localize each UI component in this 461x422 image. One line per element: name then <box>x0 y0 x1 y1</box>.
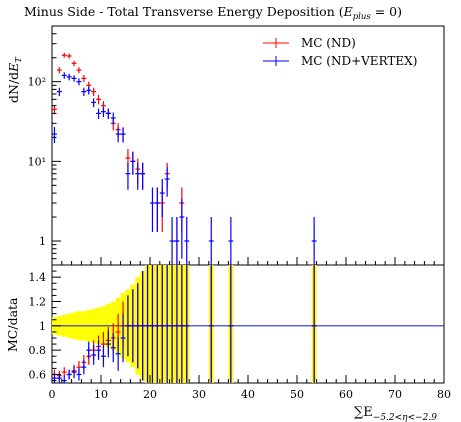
upper-mc-nd-vertex-series <box>52 72 317 265</box>
lower-data-layer <box>52 265 317 383</box>
lower-y-tick-label-3: 1.2 <box>29 295 47 308</box>
lower-y-tick-label-2: 1 <box>39 320 46 333</box>
upper-data-layer <box>52 52 317 265</box>
x-tick-label-1: 10 <box>94 388 108 401</box>
x-tick-label-7: 70 <box>388 388 402 401</box>
x-tick-label-8: 80 <box>437 388 451 401</box>
upper-plot-frame <box>51 25 445 266</box>
x-axis-label: ∑E−5.2<η<−2.9 <box>354 405 437 422</box>
x-tick-label-4: 40 <box>241 388 255 401</box>
legend-label-mc-nd: MC (ND) <box>301 36 356 50</box>
x-tick-label-0: 0 <box>49 388 56 401</box>
x-tick-label-3: 30 <box>192 388 206 401</box>
legend-label-mc-nd-vertex: MC (ND+VERTEX) <box>301 54 417 68</box>
chart-title: Minus Side - Total Transverse Energy Dep… <box>24 4 402 22</box>
lower-y-tick-label-0: 0.6 <box>29 368 47 381</box>
axes-layer: 0 10 20 30 40 50 60 70 80 1 10¹ 10² 0.6 0.8 1 1.2 1.4 <box>28 25 451 401</box>
lower-mc-nd-vertex-series <box>52 265 317 383</box>
upper-y-tick-label-2: 10² <box>28 76 46 89</box>
x-tick-label-6: 60 <box>339 388 353 401</box>
upper-y-tick-label-0: 1 <box>39 235 46 248</box>
lower-y-tick-label-1: 0.8 <box>29 344 47 357</box>
lower-y-tick-label-4: 1.4 <box>29 271 47 284</box>
lower-y-axis-label: MC/data <box>5 297 20 352</box>
legend: MC (ND) MC (ND+VERTEX) <box>263 36 417 68</box>
upper-y-tick-label-1: 10¹ <box>28 155 46 168</box>
x-tick-label-5: 50 <box>290 388 304 401</box>
upper-y-axis-label: dN/dET <box>6 56 24 103</box>
x-tick-label-2: 20 <box>143 388 157 401</box>
